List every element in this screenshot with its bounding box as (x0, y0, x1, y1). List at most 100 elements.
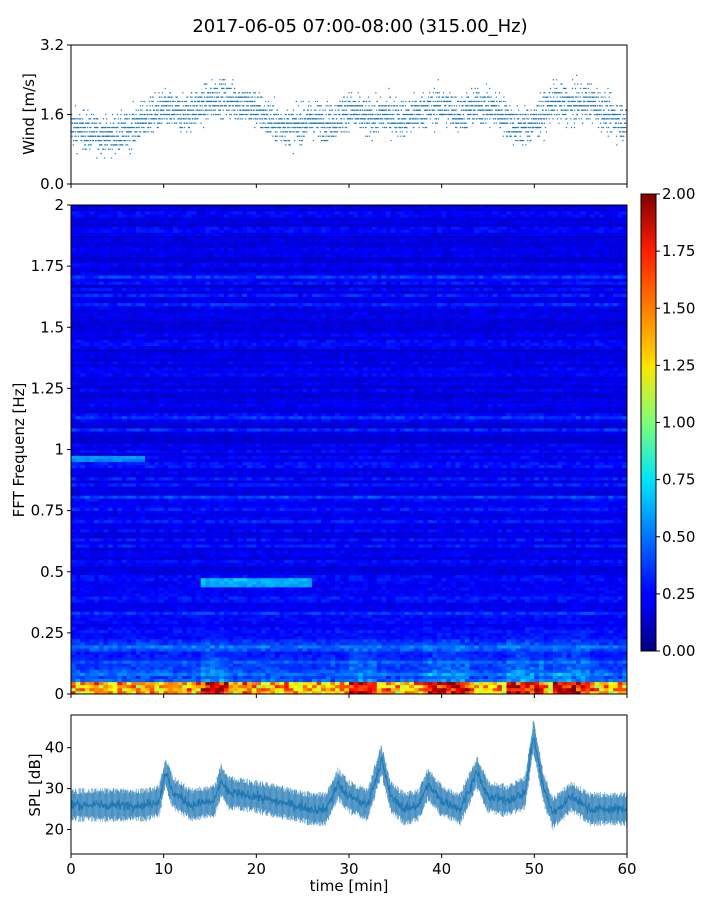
wind-point (224, 79, 225, 80)
spectrogram-cell (479, 685, 484, 688)
wind-point (585, 110, 586, 111)
wind-point (76, 140, 77, 141)
wind-point (432, 97, 433, 98)
spectrogram-cell (298, 688, 303, 691)
spectrogram-cell (131, 679, 136, 682)
spectrogram-cell (145, 688, 150, 691)
spectrogram-cell (539, 688, 544, 691)
wind-point (405, 114, 406, 115)
wind-point (371, 118, 372, 119)
wind-point (184, 127, 185, 128)
spectrogram-cell (423, 673, 428, 676)
spectrogram-cell (182, 660, 187, 663)
wind-point (312, 127, 313, 128)
spectrogram-cell (117, 676, 122, 679)
wind-point (536, 118, 537, 119)
wind-point (113, 136, 114, 137)
spectrogram-cell (321, 682, 326, 685)
spectrogram-cell (182, 663, 187, 666)
spectrogram-cell (154, 663, 159, 666)
spectrogram-cell (516, 660, 521, 663)
wind-point (131, 131, 132, 132)
wind-point (595, 101, 596, 102)
spectrogram-cell (219, 676, 224, 679)
wind-point (406, 131, 407, 132)
spectrogram-cell (608, 688, 613, 691)
spectrogram-cell (590, 670, 595, 673)
wind-point (455, 97, 456, 98)
spectrogram-cell (90, 685, 95, 688)
spectrogram-cell (247, 676, 252, 679)
wind-point (189, 114, 190, 115)
wind-point (212, 97, 213, 98)
wind-point (573, 105, 574, 106)
spectrogram-cell (280, 676, 285, 679)
spectrogram-cell (205, 663, 210, 666)
wind-point (490, 114, 491, 115)
wind-point (609, 118, 610, 119)
spectrogram-cell (465, 673, 470, 676)
wind-point (556, 105, 557, 106)
wind-point (503, 136, 504, 137)
spectrogram-cell (405, 685, 410, 688)
wind-point (507, 118, 508, 119)
wind-point (575, 101, 576, 102)
spectrogram-cell (502, 688, 507, 691)
spectrogram-cell (507, 676, 512, 679)
spectrogram-cell (349, 679, 354, 682)
spectrogram-cell (581, 666, 586, 669)
wind-point (489, 127, 490, 128)
spectrogram-cell (256, 660, 261, 663)
wind-point (425, 118, 426, 119)
wind-point (225, 83, 226, 84)
spectrogram-cell (233, 673, 238, 676)
spectrogram-cell (442, 685, 447, 688)
wind-point (537, 105, 538, 106)
wind-point (184, 101, 185, 102)
wind-point (329, 136, 330, 137)
spectrogram-cell (428, 663, 433, 666)
spectrogram-cell (437, 682, 442, 685)
wind-point (182, 92, 183, 93)
wind-point (217, 88, 218, 89)
spectrogram-cell (590, 679, 595, 682)
wind-point (164, 118, 165, 119)
wind-point (219, 101, 220, 102)
wind-point (147, 114, 148, 115)
wind-point (402, 123, 403, 124)
wind-point (204, 92, 205, 93)
spectrogram-cell (131, 676, 136, 679)
spectrogram-cell (354, 673, 359, 676)
wind-point (328, 118, 329, 119)
spectrogram-cell (608, 670, 613, 673)
wind-point (82, 127, 83, 128)
wind-point (130, 153, 131, 154)
wind-point (480, 97, 481, 98)
spectrogram-cell (178, 679, 183, 682)
wind-point (114, 140, 115, 141)
wind-point (515, 140, 516, 141)
wind-point (475, 97, 476, 98)
wind-point (594, 114, 595, 115)
wind-point (452, 110, 453, 111)
spectrogram-cell (154, 679, 159, 682)
spectrogram-cell (604, 679, 609, 682)
wind-point (223, 79, 224, 80)
wind-point (89, 136, 90, 137)
wind-point (430, 101, 431, 102)
spectrogram-cell (497, 688, 502, 691)
wind-point (84, 131, 85, 132)
wind-point (427, 105, 428, 106)
spectrogram-cell (270, 688, 275, 691)
wind-point (215, 83, 216, 84)
spectrogram-cell (469, 682, 474, 685)
spectrogram-cell (381, 688, 386, 691)
wind-point (386, 101, 387, 102)
spectrogram-cell (242, 679, 247, 682)
spectrogram-cell (131, 663, 136, 666)
spectrogram-cell (131, 673, 136, 676)
wind-point (610, 114, 611, 115)
spectrogram-cell (191, 663, 196, 666)
spectrogram-cell (326, 685, 331, 688)
spectrogram-cell (599, 685, 604, 688)
